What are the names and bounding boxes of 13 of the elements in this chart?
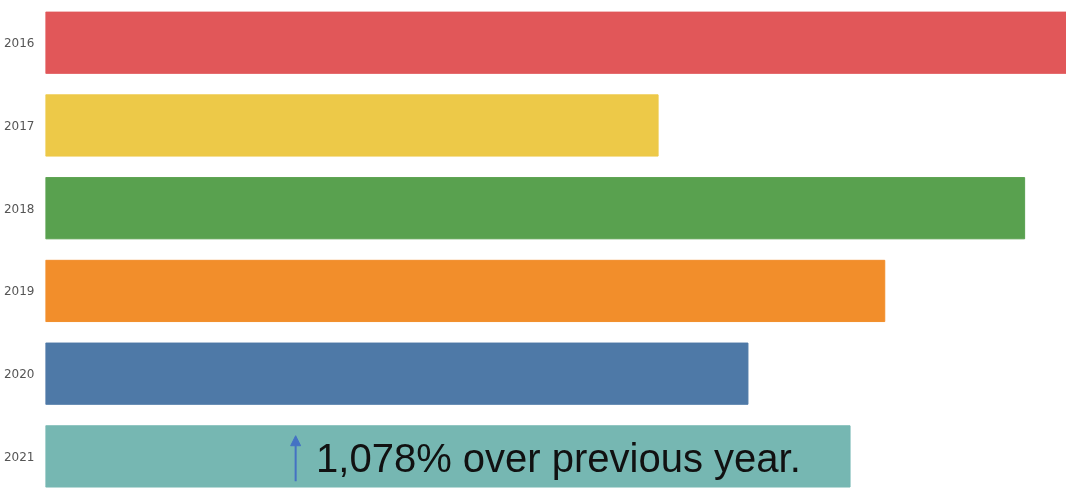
bar: [45, 342, 749, 405]
y-tick-label: 2019: [3, 284, 35, 299]
bar: [45, 94, 659, 157]
y-tick-label: 2016: [3, 36, 35, 51]
y-tick-label: 2021: [3, 449, 35, 464]
y-tick-label: 2020: [3, 367, 35, 382]
y-tick-label: 2018: [3, 201, 35, 216]
bar: [45, 11, 1066, 74]
bar: [45, 259, 886, 323]
annotation: 1,078% over previous year.: [316, 436, 801, 481]
bar: [45, 425, 851, 488]
bar: [45, 177, 1026, 240]
y-tick-label: 2017: [3, 118, 35, 133]
